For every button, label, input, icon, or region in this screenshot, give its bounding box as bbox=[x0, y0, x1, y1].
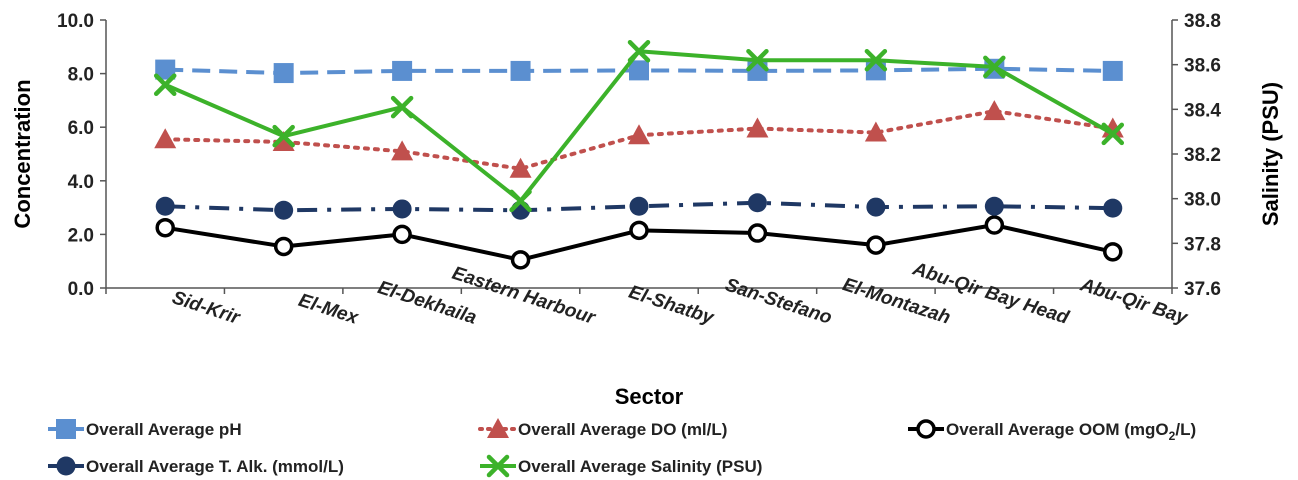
x-tick-label: El-Mex bbox=[296, 290, 362, 329]
data-point bbox=[273, 236, 294, 257]
data-point bbox=[154, 128, 177, 149]
x-tick-label: Sid-Krir bbox=[169, 287, 243, 329]
series-3 bbox=[155, 193, 1123, 220]
x-axis-title: Sector bbox=[615, 384, 684, 409]
data-point bbox=[155, 217, 175, 238]
series-layer bbox=[153, 40, 1125, 270]
data-point bbox=[627, 40, 651, 63]
legend-marker bbox=[486, 454, 510, 478]
legend-label: Overall Average OOM (mgO2/L) bbox=[946, 420, 1196, 443]
right-tick-label: 38.4 bbox=[1184, 100, 1221, 121]
left-tick-label: 8.0 bbox=[68, 65, 94, 86]
left-tick-label: 2.0 bbox=[68, 225, 94, 246]
legend-label: Overall Average T. Alk. (mmol/L) bbox=[86, 457, 344, 476]
data-point bbox=[747, 60, 768, 81]
right-tick-label: 37.6 bbox=[1184, 279, 1221, 300]
data-point bbox=[509, 189, 532, 213]
series-1 bbox=[154, 100, 1124, 178]
data-point bbox=[866, 235, 886, 255]
data-point bbox=[392, 60, 413, 81]
legend-item: Overall Average T. Alk. (mmol/L) bbox=[48, 456, 344, 476]
data-point bbox=[392, 224, 412, 245]
data-point bbox=[984, 215, 1005, 235]
legend-label: Overall Average pH bbox=[86, 420, 242, 439]
right-tick-label: 38.8 bbox=[1184, 11, 1221, 32]
data-point bbox=[273, 63, 294, 84]
data-point bbox=[272, 130, 295, 151]
x-tick-label: San-Stefano bbox=[722, 275, 834, 329]
data-point bbox=[153, 73, 177, 97]
legend-label: Overall Average Salinity (PSU) bbox=[518, 457, 762, 476]
right-tick-label: 37.8 bbox=[1184, 234, 1221, 255]
series-2 bbox=[155, 215, 1123, 270]
data-point bbox=[628, 124, 650, 145]
data-point bbox=[864, 121, 887, 142]
right-axis-ticks: 37.6 37.8 38.0 38.2 38.4 38.6 38.8 bbox=[1172, 11, 1221, 300]
data-point bbox=[629, 196, 649, 216]
legend-item: Overall Average OOM (mgO2/L) bbox=[908, 419, 1196, 443]
data-point bbox=[391, 140, 414, 161]
legend: Overall Average pH Overall Average DO (ml… bbox=[48, 418, 1196, 478]
legend-label: Overall Average DO (ml/L) bbox=[518, 420, 727, 439]
left-axis-ticks: 0.0 2.0 4.0 6.0 8.0 10.0 bbox=[57, 11, 106, 300]
plot-area: 0.0 2.0 4.0 6.0 8.0 10.0 37.6 37.8 38.0 38.2 38.4… bbox=[57, 11, 1221, 329]
legend-marker bbox=[916, 419, 936, 439]
series-4 bbox=[153, 40, 1125, 213]
legend-item: Overall Average Salinity (PSU) bbox=[480, 454, 762, 478]
data-point bbox=[1103, 242, 1123, 262]
data-point bbox=[155, 196, 175, 216]
y-axis-title: Concentration bbox=[10, 79, 35, 228]
data-point bbox=[1103, 198, 1123, 218]
legend-item: Overall Average DO (ml/L) bbox=[478, 418, 727, 439]
data-point bbox=[746, 117, 769, 138]
data-point bbox=[983, 55, 1006, 79]
left-tick-label: 6.0 bbox=[68, 118, 94, 139]
data-point bbox=[1102, 60, 1123, 81]
data-point bbox=[629, 60, 649, 81]
legend-marker bbox=[487, 418, 509, 438]
data-point bbox=[510, 60, 531, 81]
data-point bbox=[509, 157, 532, 178]
legend-marker bbox=[56, 419, 76, 439]
data-point bbox=[510, 250, 531, 270]
data-point bbox=[984, 196, 1004, 216]
x-tick-label: El-Shatby bbox=[626, 282, 717, 329]
right-tick-label: 38.2 bbox=[1184, 145, 1221, 166]
x-tick-label: Abu-Qir Bay bbox=[1077, 274, 1191, 329]
data-point bbox=[272, 124, 295, 148]
legend-marker bbox=[56, 456, 76, 476]
left-tick-label: 4.0 bbox=[68, 172, 94, 193]
data-point bbox=[983, 100, 1006, 121]
left-tick-label: 0.0 bbox=[68, 279, 94, 300]
legend-item: Overall Average pH bbox=[48, 419, 242, 439]
series-0 bbox=[155, 58, 1123, 84]
data-point bbox=[390, 95, 414, 119]
data-point bbox=[866, 197, 886, 217]
right-tick-label: 38.6 bbox=[1184, 56, 1221, 77]
y2-axis-title: Salinity (PSU) bbox=[1258, 82, 1283, 226]
data-point bbox=[746, 48, 769, 72]
data-point bbox=[392, 199, 412, 219]
right-tick-label: 38.0 bbox=[1184, 190, 1221, 211]
left-tick-label: 10.0 bbox=[57, 11, 94, 32]
data-point bbox=[629, 220, 649, 241]
data-point bbox=[274, 200, 294, 220]
data-point bbox=[1101, 122, 1125, 146]
data-point bbox=[155, 59, 176, 80]
data-point bbox=[865, 60, 886, 81]
data-point bbox=[864, 48, 888, 72]
data-point bbox=[747, 223, 768, 243]
data-point bbox=[747, 193, 767, 213]
